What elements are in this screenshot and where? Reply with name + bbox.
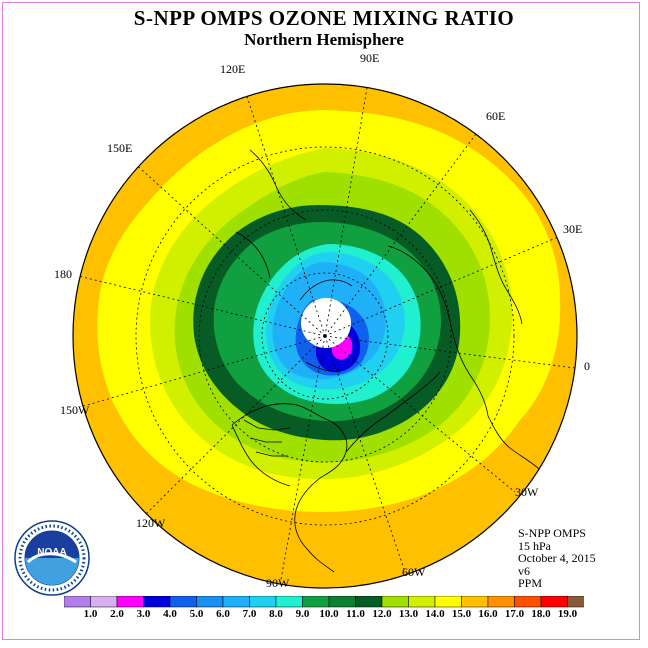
colorbar-tick-label: 10.0 bbox=[319, 608, 339, 620]
colorbar-tick-label: 9.0 bbox=[295, 608, 310, 620]
colorbar-tick-label: 5.0 bbox=[189, 608, 204, 620]
colorbar-swatch bbox=[328, 596, 356, 608]
info-date: October 4, 2015 bbox=[518, 551, 596, 566]
colorbar-swatch bbox=[487, 596, 515, 608]
graticule bbox=[73, 84, 576, 586]
no-data-polar-cap bbox=[301, 298, 351, 348]
colorbar-swatch bbox=[355, 596, 383, 608]
lon-label-120w: 120W bbox=[136, 516, 166, 530]
colorbar-swatch bbox=[116, 596, 144, 608]
colorbar-swatch bbox=[143, 596, 171, 608]
colorbar-swatch bbox=[90, 596, 118, 608]
noaa-logo: NOAA bbox=[14, 520, 90, 596]
colorbar-labels: 1.0 2.0 3.0 4.0 5.0 6.0 7.0 8.0 9.0 10.0 11.0 12.0 1… bbox=[0, 608, 648, 624]
colorbar-tick-label: 13.0 bbox=[398, 608, 419, 620]
colorbar-tick-label: 4.0 bbox=[163, 608, 177, 620]
colorbar-swatch bbox=[222, 596, 250, 608]
colorbar-tick-label: 17.0 bbox=[504, 608, 525, 620]
lon-label-150e: 150E bbox=[107, 141, 132, 155]
map-outline bbox=[72, 83, 578, 589]
lon-label-120e: 120E bbox=[220, 62, 245, 76]
lon-label-30w: 30W bbox=[515, 485, 539, 499]
colorbar-tick-label: 12.0 bbox=[372, 608, 392, 620]
colorbar-tick-label: 15.0 bbox=[451, 608, 472, 620]
lon-label-60e: 60E bbox=[486, 109, 505, 123]
colorbar-swatch bbox=[381, 596, 409, 608]
map-subtitle: Northern Hemisphere bbox=[244, 30, 404, 49]
colorbar-swatch bbox=[249, 596, 277, 608]
colorbar-swatch bbox=[196, 596, 224, 608]
colorbar-tick-label: 14.0 bbox=[425, 608, 445, 620]
lon-label-0: 0 bbox=[584, 359, 590, 373]
lon-label-90e: 90E bbox=[360, 51, 379, 65]
colorbar-tick-label: 1.0 bbox=[83, 608, 98, 620]
colorbar-tick-label: 16.0 bbox=[478, 608, 498, 620]
colorbar-swatch bbox=[169, 596, 197, 608]
colorbar-tick-label: 11.0 bbox=[346, 608, 365, 620]
noaa-logo-text: NOAA bbox=[37, 547, 66, 558]
coastlines bbox=[231, 149, 541, 573]
colorbar-tick-label: 3.0 bbox=[136, 608, 151, 620]
info-level: 15 hPa bbox=[518, 538, 551, 553]
colorbar-swatch bbox=[514, 596, 542, 608]
lon-label-60w: 60W bbox=[402, 565, 426, 579]
colorbar-tick-label: 19.0 bbox=[557, 608, 578, 620]
figure-border bbox=[2, 2, 640, 640]
colorbar-swatch bbox=[540, 596, 568, 608]
map-title: S-NPP OMPS OZONE MIXING RATIO bbox=[133, 6, 515, 30]
product-info: S-NPP OMPS 15 hPa October 4, 2015 v6 PPM bbox=[518, 527, 628, 590]
info-units: PPM bbox=[518, 576, 543, 591]
colorbar-swatch bbox=[461, 596, 489, 608]
lon-label-180: 180 bbox=[54, 267, 72, 281]
colorbar-tick-label: 2.0 bbox=[110, 608, 124, 620]
colorbar-swatch bbox=[434, 596, 462, 608]
colorbar-swatch bbox=[408, 596, 436, 608]
lon-label-150w: 150W bbox=[60, 403, 90, 417]
colorbar-tick-label: 6.0 bbox=[216, 608, 230, 620]
colorbar-tick-label: 18.0 bbox=[531, 608, 551, 620]
colorbar bbox=[64, 596, 584, 608]
colorbar-swatch bbox=[302, 596, 330, 608]
info-instrument: S-NPP OMPS bbox=[518, 526, 586, 540]
colorbar-swatch bbox=[567, 596, 584, 608]
info-version: v6 bbox=[518, 563, 530, 578]
lon-label-90w: 90W bbox=[266, 576, 290, 590]
colorbar-swatch bbox=[275, 596, 303, 608]
colorbar-swatch bbox=[64, 596, 91, 608]
colorbar-tick-label: 8.0 bbox=[269, 608, 283, 620]
colorbar-tick-label: 7.0 bbox=[242, 608, 257, 620]
lon-label-30e: 30E bbox=[563, 222, 582, 236]
